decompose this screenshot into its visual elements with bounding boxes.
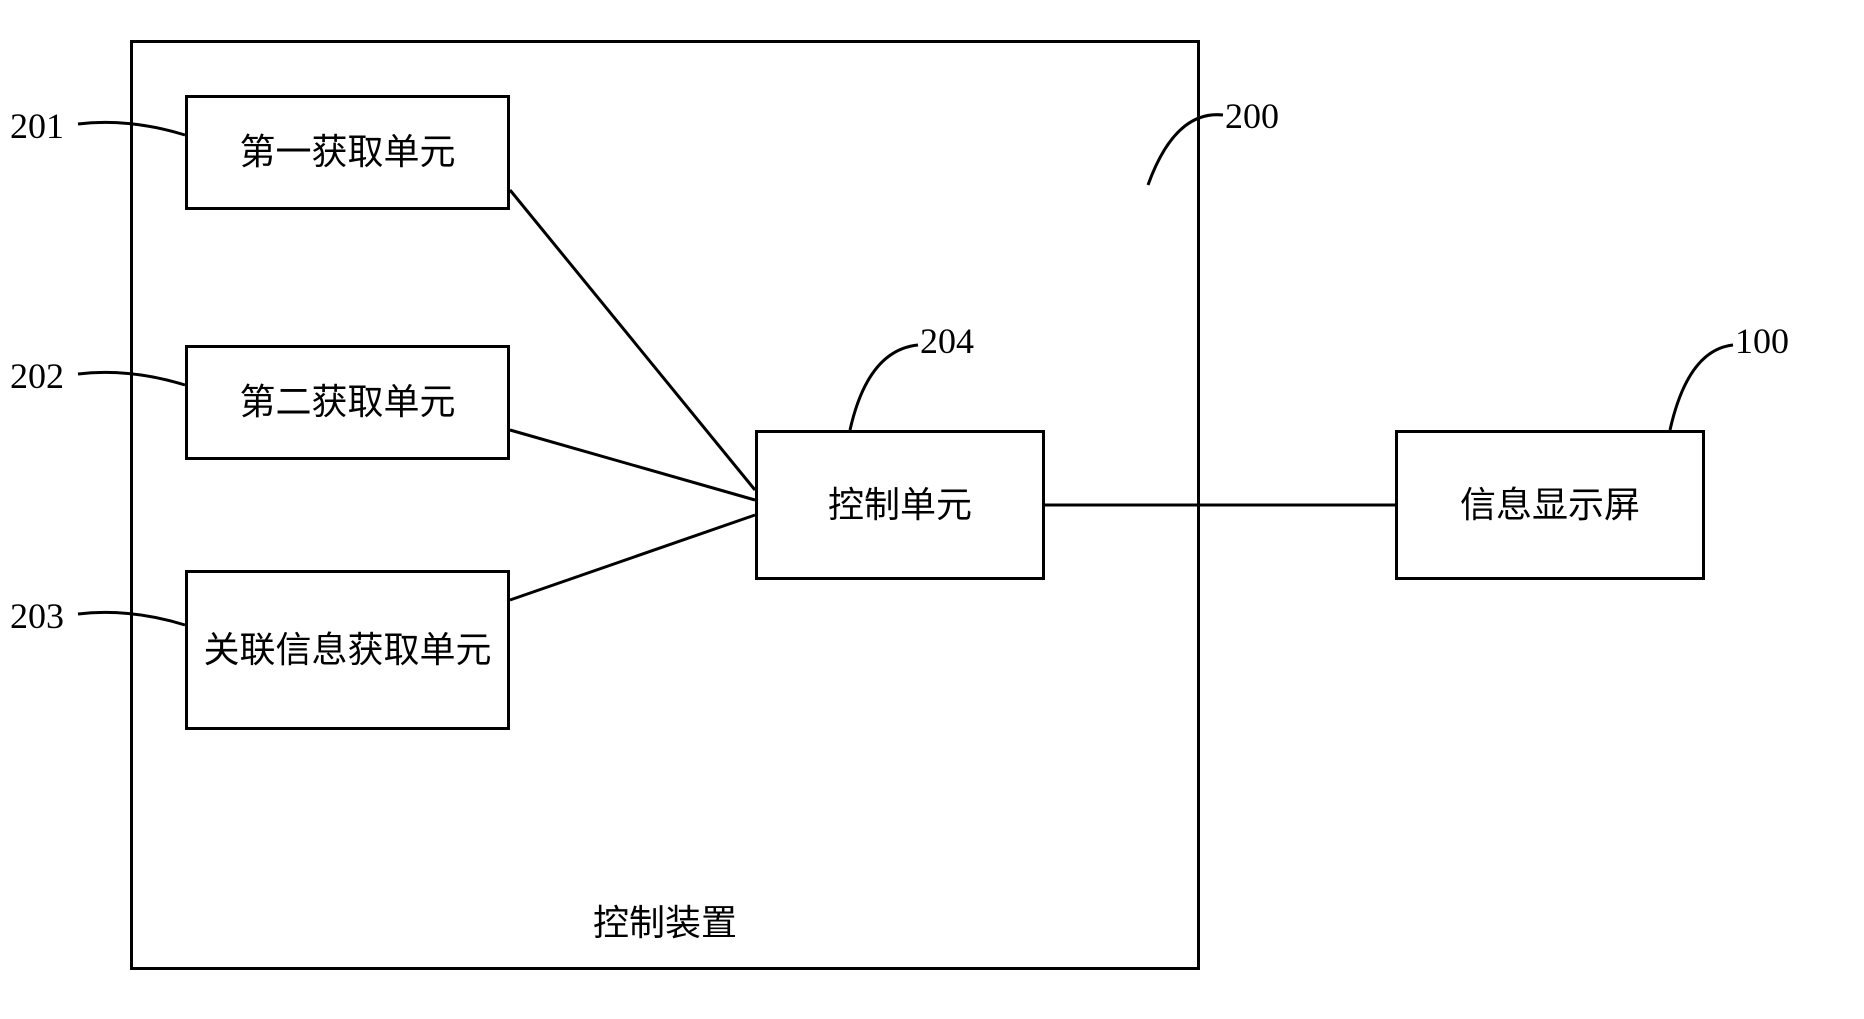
unit3-box: 关联信息获取单元: [185, 570, 510, 730]
ref-203: 203: [10, 595, 64, 637]
ref-200: 200: [1225, 95, 1279, 137]
display-box: 信息显示屏: [1395, 430, 1705, 580]
control-label: 控制单元: [828, 482, 972, 529]
unit3-label: 关联信息获取单元: [203, 627, 491, 674]
ref-202: 202: [10, 355, 64, 397]
container-label: 控制装置: [593, 900, 737, 947]
ref-100: 100: [1735, 320, 1789, 362]
ref-201: 201: [10, 105, 64, 147]
unit1-label: 第一获取单元: [239, 129, 455, 176]
control-box: 控制单元: [755, 430, 1045, 580]
ref-204: 204: [920, 320, 974, 362]
unit2-box: 第二获取单元: [185, 345, 510, 460]
unit2-label: 第二获取单元: [239, 379, 455, 426]
block-diagram: 控制装置 第一获取单元 第二获取单元 关联信息获取单元 控制单元 信息显示屏 2…: [0, 0, 1864, 1019]
leader-100: [1670, 345, 1733, 430]
unit1-box: 第一获取单元: [185, 95, 510, 210]
display-label: 信息显示屏: [1460, 482, 1640, 529]
